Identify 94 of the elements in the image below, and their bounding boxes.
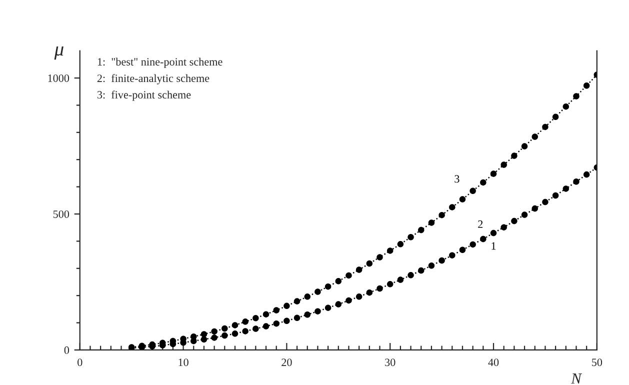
point [346, 272, 352, 279]
point [356, 294, 362, 300]
point [222, 332, 228, 339]
annotation: 2 [478, 220, 483, 228]
point [314, 308, 321, 314]
point [500, 224, 507, 230]
point [211, 334, 218, 341]
point [449, 204, 456, 210]
point [376, 285, 383, 292]
point [252, 315, 259, 322]
point [304, 294, 311, 300]
point [284, 318, 290, 324]
point [346, 297, 352, 304]
y-tick-label: 0 [64, 346, 70, 354]
point [511, 152, 518, 159]
point [408, 234, 414, 240]
point [408, 272, 414, 278]
point [573, 178, 580, 185]
point [242, 328, 248, 334]
point [562, 186, 570, 192]
point [490, 230, 497, 236]
point [438, 212, 445, 218]
point [532, 205, 538, 212]
point [470, 241, 476, 248]
y-tick-label: 500 [53, 210, 70, 218]
point [262, 323, 270, 330]
point [532, 134, 538, 140]
point [459, 196, 466, 202]
point [397, 276, 404, 283]
point [284, 302, 290, 310]
point [252, 326, 259, 332]
point [324, 304, 332, 311]
x-tick-label: 20 [282, 358, 292, 366]
point [480, 236, 486, 242]
point [459, 246, 466, 254]
point [376, 254, 383, 260]
point [552, 192, 559, 199]
point [222, 325, 228, 332]
point [418, 226, 424, 234]
point [232, 330, 238, 337]
point [521, 143, 528, 150]
point [366, 260, 373, 267]
point [386, 281, 394, 288]
point [366, 289, 373, 296]
point [262, 311, 270, 318]
point [500, 162, 507, 168]
point [356, 266, 362, 273]
point [190, 338, 197, 344]
point [273, 320, 280, 327]
y-tick-label: 1000 [48, 74, 70, 82]
y-axis-title: μ [54, 46, 64, 60]
point [470, 188, 476, 194]
point [583, 171, 590, 178]
x-axis-title: N [571, 374, 582, 384]
point [418, 267, 424, 274]
point [273, 307, 280, 314]
point [490, 170, 497, 177]
point [449, 252, 456, 258]
x-tick-label: 50 [592, 358, 602, 366]
point [294, 298, 300, 304]
point [573, 93, 580, 100]
x-tick-label: 30 [385, 358, 396, 366]
point [200, 336, 208, 342]
point [386, 248, 394, 254]
point [542, 198, 548, 206]
point [211, 328, 218, 335]
point [232, 322, 238, 328]
x-tick-label: 10 [178, 358, 188, 366]
point [304, 311, 311, 318]
point [314, 288, 321, 295]
x-tick-label: 40 [488, 358, 499, 366]
point [521, 212, 528, 218]
point [511, 218, 518, 224]
x-tick-label: 0 [78, 358, 82, 366]
point [583, 82, 590, 89]
point [438, 257, 445, 264]
point [428, 262, 435, 269]
annotation: 2: finite-analytic scheme [97, 74, 210, 84]
point [552, 114, 559, 120]
annotation: 3 [454, 175, 460, 183]
annotation: 1: "best" nine-point scheme [98, 58, 222, 68]
point [200, 331, 208, 338]
point [397, 241, 404, 248]
point [294, 314, 300, 321]
point [562, 103, 570, 110]
point [335, 301, 342, 308]
point [242, 318, 248, 325]
point [480, 179, 486, 186]
annotation: 1 [492, 242, 496, 250]
point [335, 278, 342, 284]
point [542, 124, 548, 130]
point [324, 283, 332, 290]
annotation: 3: five-point scheme [97, 90, 191, 101]
point [428, 220, 435, 226]
